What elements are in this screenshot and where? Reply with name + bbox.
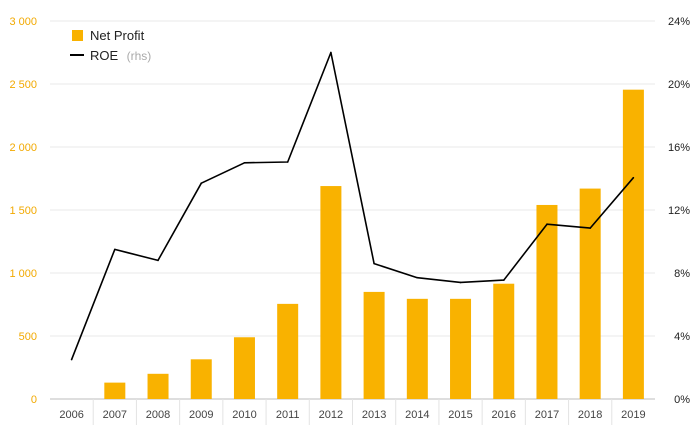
- roe-line-group: [70, 51, 635, 361]
- roe-point-2013: [373, 262, 375, 265]
- roe-point-2009: [200, 182, 203, 185]
- gridlines: [50, 20, 655, 400]
- right-tick-label: 0%: [674, 394, 690, 406]
- net-profit-bars: [104, 89, 644, 400]
- x-axis-ticks: 2006 2007 2008 2009 2010 2011 2012 2013 2014 2015…: [59, 399, 646, 425]
- left-tick-label: 3 000: [9, 16, 37, 28]
- roe-point-2010: [243, 161, 246, 164]
- roe-point-2006: [70, 358, 73, 361]
- bar-net-profit-2019: [622, 89, 644, 400]
- x-tick-label: 2011: [276, 409, 300, 421]
- x-tick-label: 2016: [492, 409, 516, 421]
- right-tick-label: 12%: [668, 205, 690, 217]
- bar-net-profit-2008: [147, 373, 169, 399]
- roe-point-2008: [157, 259, 159, 262]
- roe-point-2017: [546, 223, 548, 225]
- left-tick-label: 1 000: [9, 268, 37, 280]
- bar-net-profit-2018: [579, 188, 601, 399]
- x-tick-label: 2018: [578, 409, 602, 421]
- legend: Net Profit ROE (rhs): [70, 28, 151, 64]
- bar-net-profit-2011: [277, 303, 299, 399]
- roe-line: [70, 51, 635, 360]
- roe-point-2012: [330, 51, 332, 54]
- legend-roe-name: ROE: [90, 48, 119, 63]
- x-tick-label: 2007: [103, 409, 127, 421]
- left-tick-label: 2 000: [9, 142, 37, 154]
- bar-net-profit-2017: [536, 204, 558, 399]
- x-tick-label: 2015: [448, 409, 472, 421]
- left-tick-label: 500: [19, 331, 37, 343]
- legend-label-net-profit: Net Profit: [90, 28, 145, 43]
- right-tick-label: 24%: [668, 16, 690, 28]
- bar-net-profit-2009: [190, 359, 212, 399]
- bar-net-profit-2007: [104, 382, 126, 399]
- bar-net-profit-2016: [493, 283, 515, 399]
- right-tick-label: 20%: [668, 79, 690, 91]
- x-tick-label: 2012: [319, 409, 343, 421]
- x-tick-label: 2019: [621, 409, 645, 421]
- left-tick-label: 2 500: [9, 79, 37, 91]
- x-tick-label: 2010: [232, 409, 256, 421]
- roe-point-2016: [502, 279, 505, 281]
- roe-point-2019: [632, 176, 635, 179]
- x-tick-label: 2008: [146, 409, 170, 421]
- roe-point-2015: [459, 281, 462, 284]
- bar-net-profit-2015: [450, 298, 472, 399]
- roe-point-2018: [589, 227, 591, 229]
- bar-net-profit-2013: [363, 291, 385, 399]
- x-tick-label: 2013: [362, 409, 386, 421]
- x-tick-label: 2017: [535, 409, 559, 421]
- x-tick-label: 2006: [59, 409, 83, 421]
- left-axis-ticks: 0 500 1 000 1 500 2 000 2 500 3 000: [9, 16, 37, 406]
- legend-swatch-net-profit: [72, 30, 83, 41]
- legend-label-roe: ROE (rhs): [90, 47, 151, 64]
- x-tick-label: 2009: [189, 409, 213, 421]
- roe-point-2014: [416, 276, 419, 279]
- x-tick-label: 2014: [405, 409, 429, 421]
- bar-net-profit-2014: [406, 298, 428, 399]
- right-tick-label: 16%: [668, 142, 690, 154]
- right-axis-ticks: 0% 4% 8% 12% 16% 20% 24%: [668, 16, 690, 406]
- right-tick-label: 8%: [674, 268, 690, 280]
- bar-net-profit-2012: [320, 186, 342, 399]
- roe-point-2007: [114, 248, 116, 251]
- right-tick-label: 4%: [674, 331, 690, 343]
- left-tick-label: 0: [31, 394, 37, 406]
- left-tick-label: 1 500: [9, 205, 37, 217]
- legend-roe-suffix: (rhs): [127, 49, 152, 63]
- bar-net-profit-2010: [233, 337, 255, 399]
- roe-point-2011: [286, 161, 289, 163]
